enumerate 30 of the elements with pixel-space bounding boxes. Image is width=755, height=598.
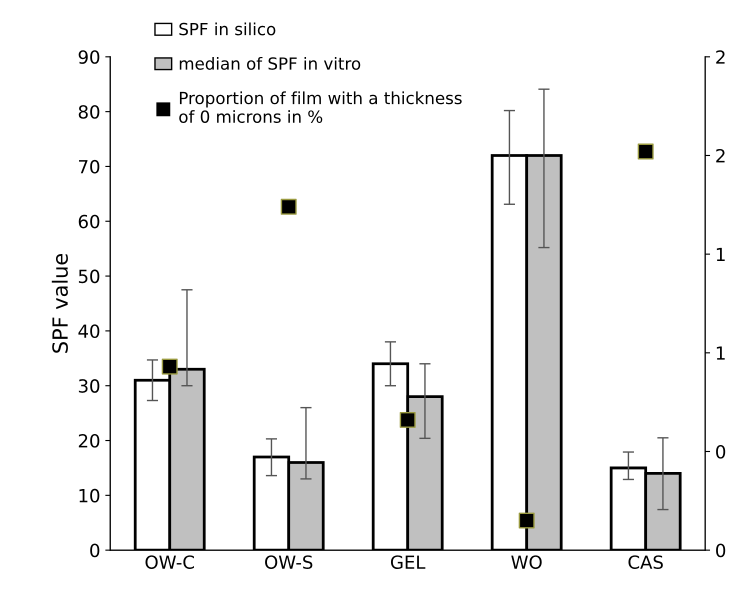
y-tick-label: 90 [78, 50, 100, 64]
legend-label: median of SPF in vitro [180, 56, 360, 70]
y-tick-label: 80 [78, 105, 100, 119]
y2-tick-label: 2 [716, 50, 725, 64]
point [518, 512, 535, 529]
x-tick-label: GEL [390, 555, 426, 569]
y-tick-label: 10 [80, 488, 100, 502]
legend-label: Proportion of film with a thickness of 0 microns in % [179, 91, 462, 123]
y-tick-label: 40 [78, 324, 100, 338]
point [638, 144, 654, 160]
y-tick-label: 50 [78, 270, 100, 284]
y-tick-label: 30 [78, 379, 100, 393]
y-tick-label: 20 [78, 434, 100, 448]
point [400, 412, 416, 428]
y-tick-label: 60 [78, 214, 100, 228]
y-tick-label: 0 [90, 544, 100, 558]
x-tick-label: WO [511, 555, 542, 569]
x-tick-label: CAS [628, 555, 663, 569]
legend-label: SPF in silico [179, 22, 276, 36]
x-tick-label: OW-C [146, 555, 194, 569]
y-tick-label: 70 [79, 160, 100, 174]
y2-tick-label: 1 [716, 248, 725, 262]
y2-tick-label: 1 [716, 346, 725, 360]
y2-tick-label: 0 [716, 444, 726, 459]
point [162, 358, 178, 375]
y2-tick-label: 2 [716, 148, 725, 162]
x-tick-label: OW-S [265, 555, 312, 569]
y2-tick-label: 0 [716, 544, 726, 558]
point [280, 198, 297, 215]
y-axis-title: SPF value [52, 254, 68, 353]
